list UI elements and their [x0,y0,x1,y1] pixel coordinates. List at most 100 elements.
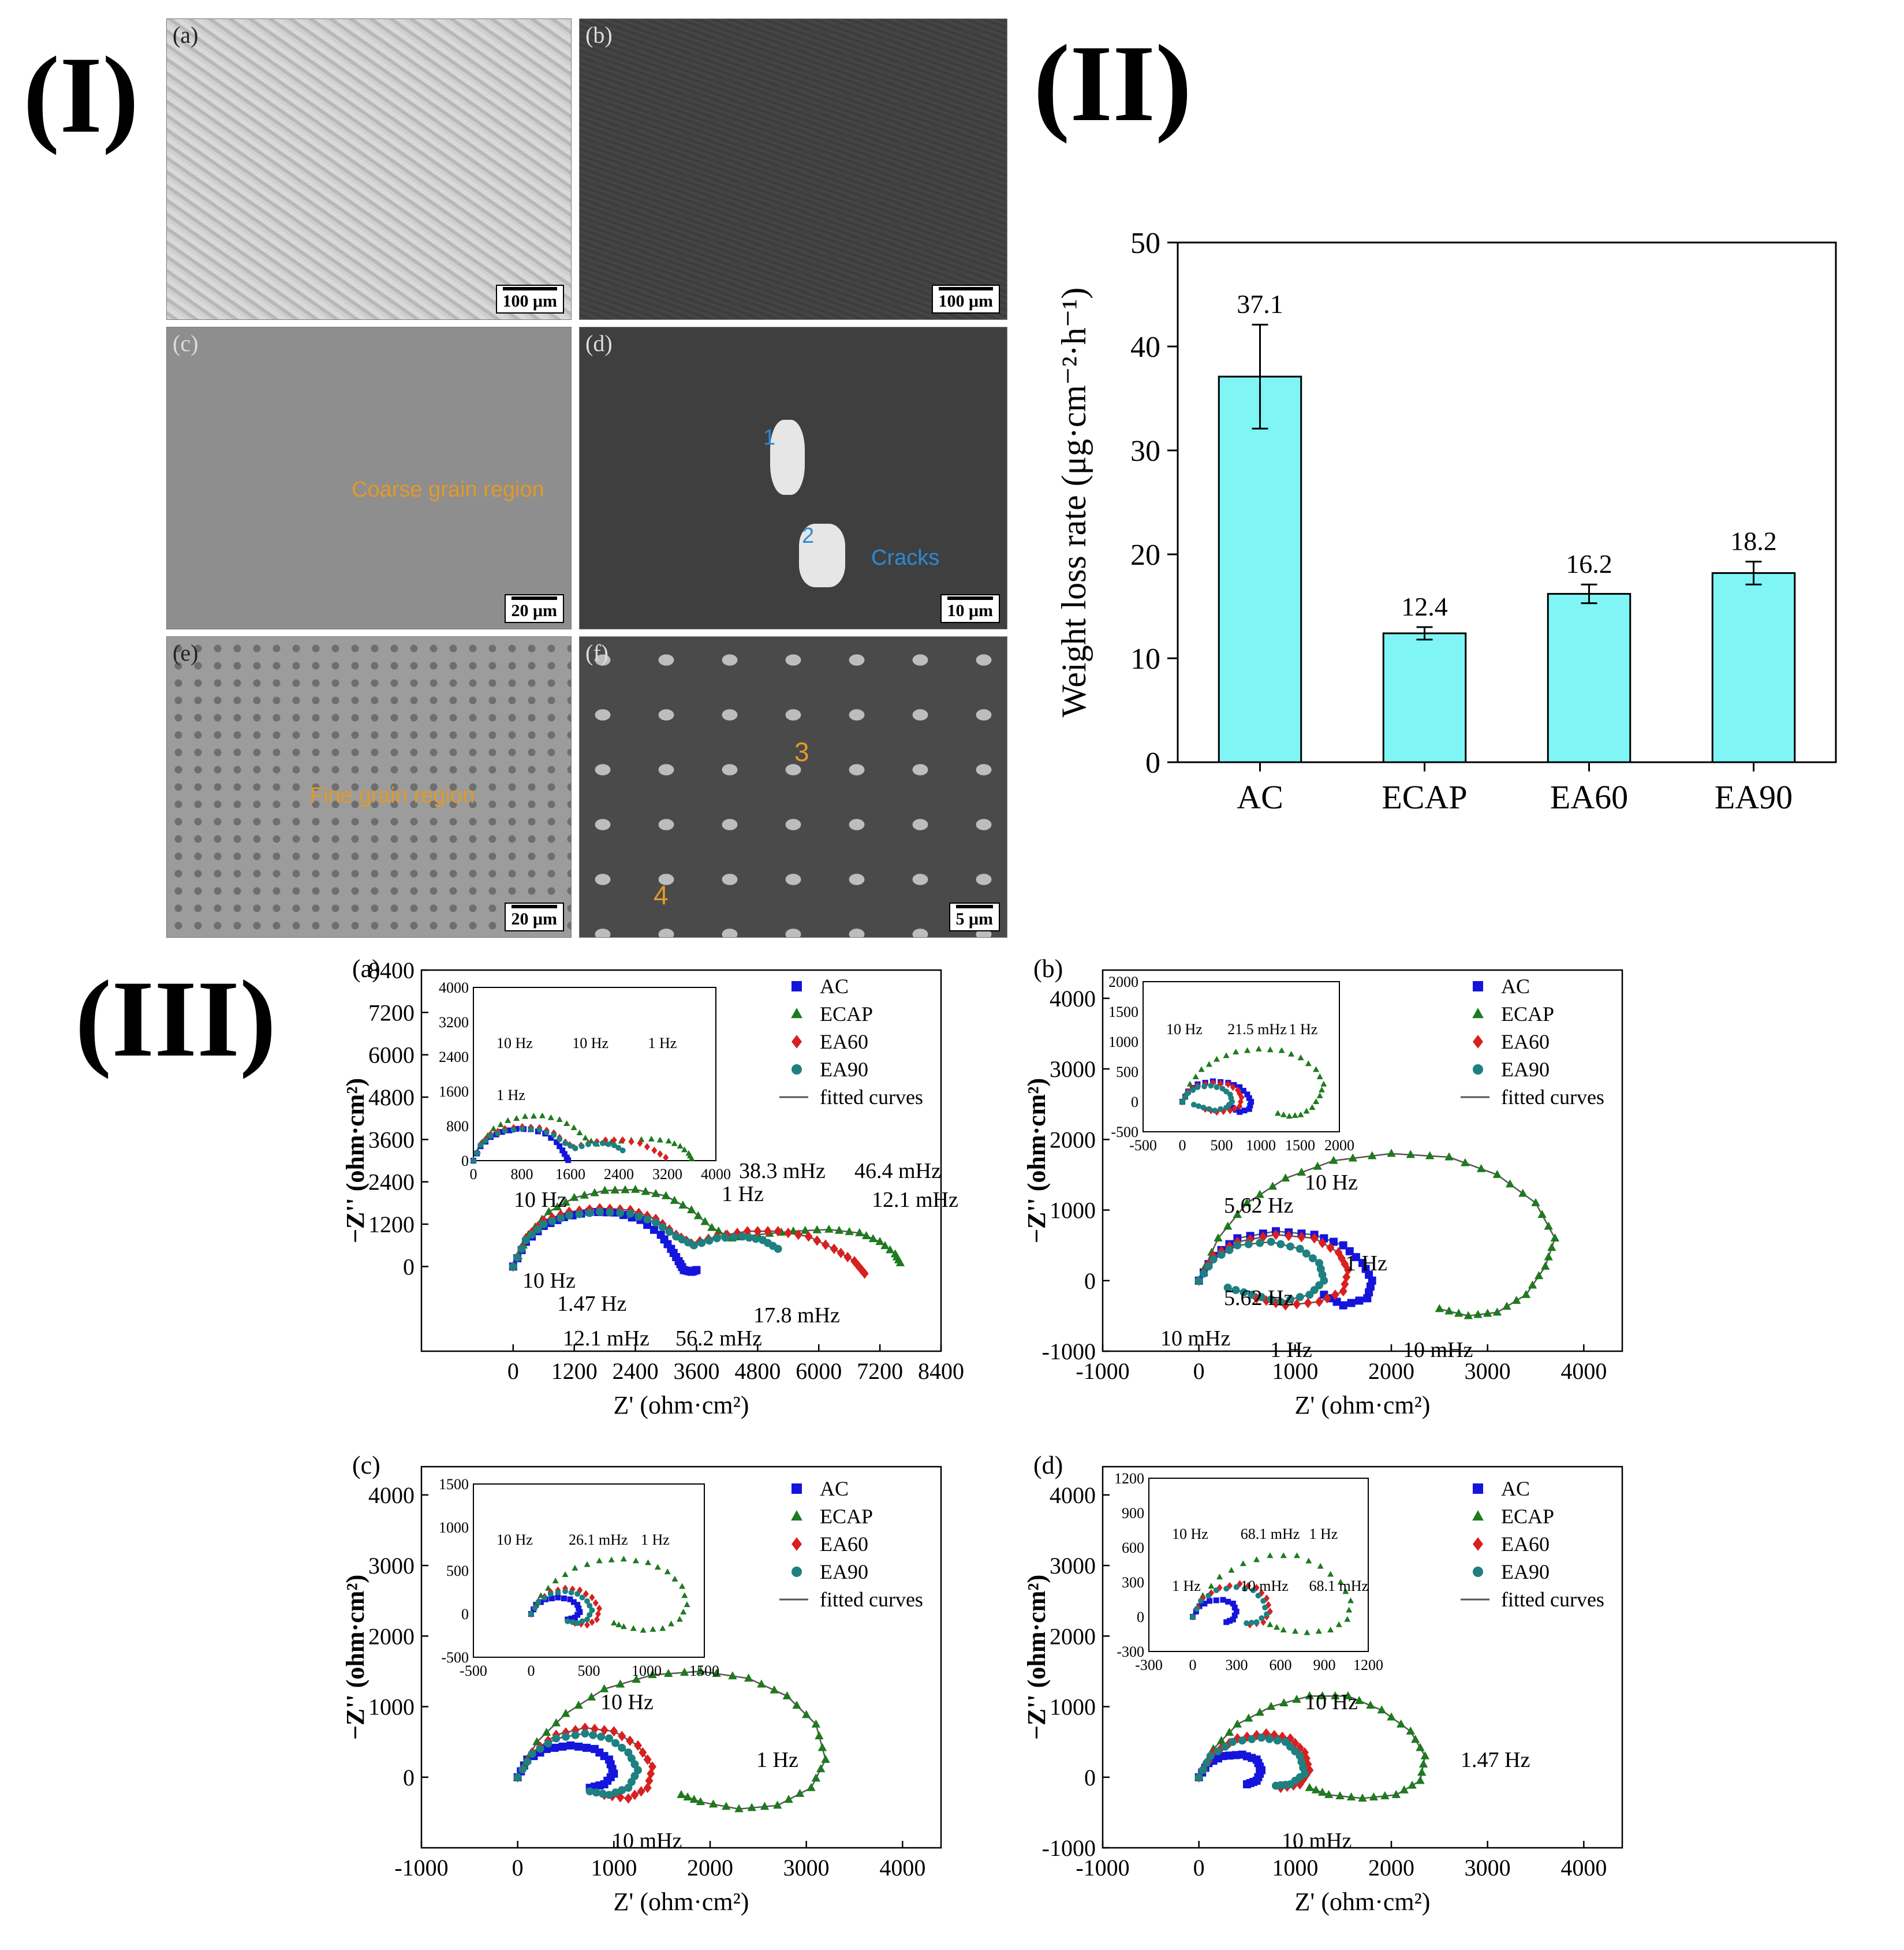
data-point-ecap [1335,1791,1345,1799]
data-point-ecap [1337,1579,1344,1585]
data-point-ac [1352,1253,1360,1262]
data-point-ea90 [528,1611,534,1617]
legend-entry: EA60 [1501,1533,1550,1556]
data-point-ecap [1396,1719,1406,1728]
y-tick-label: 0 [1084,1268,1096,1294]
data-point-ecap [700,1217,710,1225]
inset-y-tick-label: 1000 [1108,1034,1138,1050]
frequency-annotation: 10 mHz [1160,1326,1230,1351]
data-point-ea90 [1185,1090,1191,1096]
scale-bar: 10 μm [940,594,1000,623]
inset-annotation: 1 Hz [1309,1526,1338,1542]
data-point-ea60 [1326,1242,1335,1253]
data-point-ecap [816,1764,826,1773]
data-point-ea90 [1208,1083,1214,1089]
data-point-ecap [1317,1563,1324,1569]
data-point-ea60 [1301,1747,1309,1758]
micrograph-b: (b) 100 μm [579,18,1007,320]
data-point-ea90 [665,1228,674,1236]
inset-y-tick-label: 2400 [439,1049,469,1065]
data-point-ea90 [471,1158,476,1164]
data-point-ecap [1253,1556,1260,1563]
data-point-ecap [630,1625,637,1631]
data-point-ecap [834,1225,844,1234]
bar-ac [1218,375,1302,763]
x-tick-label: 0 [512,1855,524,1881]
data-point-ecap [654,1564,661,1570]
x-tick-label: 1000 [1272,1358,1318,1384]
inset-annotation: 68.1 mHz [1241,1526,1300,1542]
data-point-ea90 [1276,1297,1285,1306]
data-point-ea90 [1262,1604,1268,1610]
legend-entry: AC [820,1477,849,1500]
data-point-ac [1332,1297,1341,1306]
data-point-ea60 [637,1139,643,1147]
y-tick-label: 1000 [368,1694,415,1720]
data-point-ecap [722,1802,731,1810]
inset-y-tick-label: 1200 [1114,1470,1144,1487]
inset-annotation: 10 Hz [572,1035,608,1052]
data-point-ac [1339,1301,1347,1310]
data-point-ea90 [513,1773,522,1781]
data-point-ecap [1410,1735,1420,1743]
data-point-ecap [895,1258,905,1266]
data-point-ecap [1461,1158,1470,1166]
x-tick-label: 2400 [613,1358,659,1384]
x-tick-label: 7200 [857,1358,903,1384]
data-point-ea90 [605,1791,613,1799]
data-point-ea60 [1272,1297,1280,1308]
data-point-ecap [1329,1155,1338,1164]
data-point-ea60 [643,1754,652,1765]
data-point-ecap [1214,1233,1223,1242]
data-point-ea90 [1196,1103,1202,1109]
data-point-ecap [1255,1707,1264,1716]
frequency-annotation: 10 Hz [514,1188,567,1212]
data-point-ea90 [697,1239,706,1247]
panel-label: (b) [1033,955,1063,983]
data-point-ac [557,1143,563,1150]
data-point-ea90 [521,1236,530,1244]
x-tick-label: 0 [1193,1358,1205,1384]
data-point-ecap [1347,1597,1354,1604]
data-point-ea60 [1305,1765,1314,1776]
data-point-ea90 [1214,1084,1220,1090]
inset-x-tick-label: 500 [578,1662,600,1679]
inset-annotation: 1 Hz [1289,1021,1318,1038]
data-point-ea90 [1223,1586,1230,1592]
data-point-ecap [1420,1751,1430,1759]
y-tick-label: 4000 [368,1482,415,1508]
frequency-annotation: 5.62 Hz [1224,1286,1293,1310]
data-point-ecap [574,1701,583,1709]
data-point-ecap [570,1124,577,1131]
data-point-ecap [1342,1588,1349,1594]
data-point-ea60 [616,1792,625,1803]
data-point-ea60 [1315,1296,1323,1307]
data-point-ea90 [1206,1752,1215,1761]
data-point-ecap [1344,1616,1351,1622]
data-point-ecap [1292,1628,1299,1634]
data-point-ea90 [1296,1244,1304,1253]
data-point-ecap [784,1795,793,1803]
inset-x-tick-label: 600 [1270,1657,1292,1673]
data-point-ea60 [830,1243,838,1254]
data-point-ecap [1267,1621,1274,1627]
data-point-ecap [1377,1705,1387,1714]
data-point-ecap [632,1557,639,1564]
data-point-ecap [671,1575,678,1582]
data-point-ecap [649,1625,656,1632]
y-tick-label: 4000 [1050,1482,1096,1508]
data-point-ecap [1492,1170,1502,1179]
data-point-ac [565,1157,572,1164]
data-point-ecap [1406,1150,1416,1158]
data-point-ea60 [1278,1731,1287,1742]
data-point-ea60 [1260,1618,1267,1626]
legend-entry: EA90 [1501,1058,1550,1081]
data-point-ea60 [822,1239,830,1250]
inset-x-tick-label: 0 [528,1662,535,1679]
y-tick-label: 2400 [368,1169,415,1195]
data-point-ea90 [605,1734,613,1743]
data-point-ac [1231,1751,1240,1759]
data-point-ecap [1354,1695,1364,1704]
data-point-ea90 [1209,1255,1218,1264]
data-point-ea90 [528,1126,534,1132]
